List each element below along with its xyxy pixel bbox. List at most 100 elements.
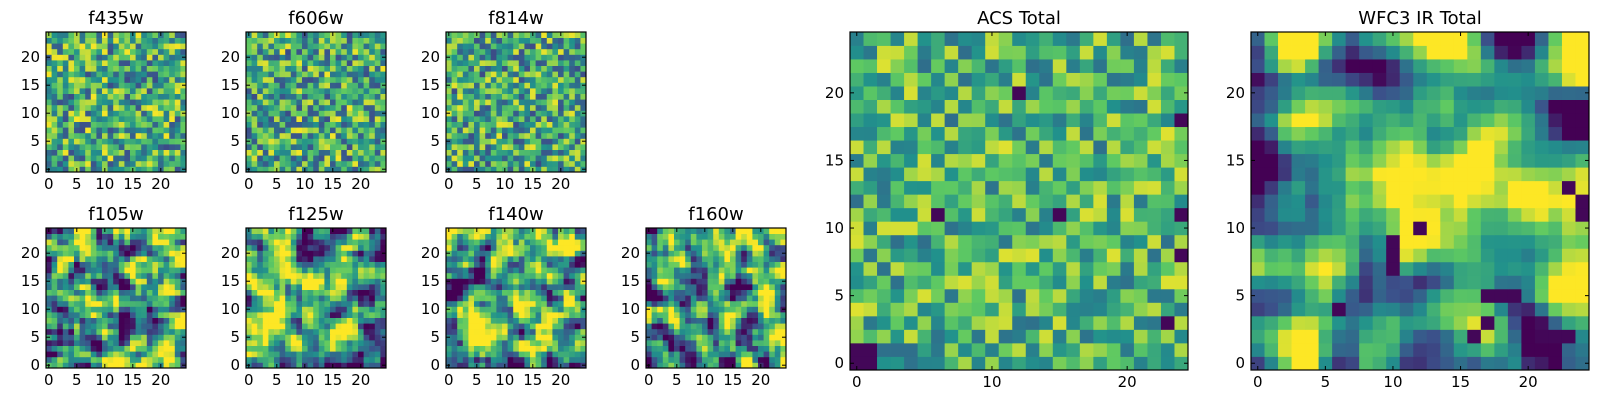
heatmap-cell — [558, 244, 564, 251]
heatmap-cell — [62, 88, 69, 94]
heatmap-cell — [741, 351, 748, 358]
heatmap-cell — [51, 99, 58, 106]
heatmap-cell — [135, 32, 142, 38]
heatmap-cell — [518, 166, 525, 173]
heatmap-cell — [546, 93, 553, 100]
heatmap-cell — [468, 132, 475, 139]
heatmap-cell — [735, 312, 742, 318]
heatmap-cell — [541, 362, 548, 369]
heatmap-cell — [124, 345, 131, 352]
heatmap-cell — [485, 54, 492, 61]
heatmap-cell — [696, 306, 703, 313]
heatmap-cell — [380, 88, 387, 94]
heatmap-cell — [180, 284, 187, 290]
heatmap-cell — [580, 267, 587, 274]
heatmap-cell — [169, 256, 176, 262]
heatmap-cell — [763, 261, 770, 268]
heatmap-cell — [552, 116, 559, 122]
y-tick-label: 20 — [421, 244, 440, 262]
heatmap-cell — [268, 43, 275, 50]
heatmap-cell — [462, 155, 469, 162]
heatmap-cell — [546, 250, 553, 257]
heatmap-cell — [374, 239, 381, 246]
heatmap-cell — [496, 155, 503, 162]
heatmap-cell — [485, 43, 492, 50]
heatmap-cell — [363, 272, 370, 279]
heatmap-cell — [479, 233, 486, 240]
heatmap-cell — [479, 261, 486, 268]
heatmap-cell — [1012, 167, 1027, 182]
heatmap-cell — [524, 272, 531, 279]
heatmap-cell — [524, 345, 531, 352]
heatmap-cell — [685, 362, 692, 369]
heatmap-cell — [246, 312, 252, 318]
heatmap-cell — [718, 272, 725, 279]
heatmap-cell — [335, 110, 342, 117]
heatmap-cell — [1106, 315, 1121, 330]
heatmap-cell — [51, 54, 58, 61]
heatmap-cell — [174, 155, 181, 162]
heatmap-cell — [124, 155, 131, 162]
heatmap-cell — [580, 300, 587, 307]
heatmap-cell — [518, 132, 525, 139]
heatmap-cell — [462, 132, 469, 139]
heatmap-cell — [690, 345, 697, 352]
heatmap-cell — [917, 248, 932, 263]
heatmap-cell — [541, 155, 548, 162]
heatmap-cell — [79, 110, 86, 117]
heatmap-cell — [90, 138, 97, 145]
heatmap-cell — [74, 155, 80, 162]
heatmap-cell — [313, 138, 320, 145]
heatmap-cell — [496, 312, 503, 318]
heatmap-cell — [341, 256, 348, 262]
heatmap-cell — [163, 127, 170, 134]
heatmap-cell — [318, 82, 325, 89]
heatmap-cell — [62, 228, 69, 234]
heatmap-cell — [668, 250, 675, 257]
heatmap-cell — [268, 32, 275, 38]
heatmap-cell — [485, 345, 492, 352]
heatmap-cell — [446, 340, 452, 346]
heatmap-cell — [569, 239, 576, 246]
heatmap-cell — [118, 239, 125, 246]
heatmap-cell — [268, 306, 275, 313]
heatmap-cell — [79, 82, 86, 89]
heatmap-cell — [285, 356, 292, 363]
heatmap-cell — [662, 362, 669, 369]
heatmap-cell — [302, 76, 308, 83]
heatmap-cell — [318, 340, 325, 346]
heatmap-cell — [563, 340, 570, 346]
heatmap-cell — [290, 127, 297, 134]
heatmap-cell — [1147, 167, 1162, 182]
heatmap-cell — [535, 323, 542, 330]
heatmap-cell — [707, 351, 714, 358]
heatmap-cell — [85, 160, 92, 167]
heatmap-cell — [474, 65, 480, 72]
heatmap-cell — [457, 132, 464, 139]
heatmap-cell — [569, 99, 576, 106]
heatmap-cell — [130, 334, 136, 341]
x-tick-label: 5 — [272, 175, 282, 193]
heatmap-cell — [769, 317, 776, 324]
heatmap-cell — [180, 239, 187, 246]
heatmap-cell — [569, 300, 576, 307]
heatmap-cell — [279, 82, 286, 89]
heatmap-cell — [485, 132, 492, 139]
x-tick-label: 0 — [244, 371, 254, 389]
heatmap-cell — [741, 306, 748, 313]
heatmap-cell — [541, 306, 548, 313]
heatmap-cell — [662, 300, 669, 307]
heatmap-cell — [769, 295, 776, 302]
panel-title: f105w — [88, 204, 143, 225]
heatmap-cell — [313, 76, 320, 83]
heatmap-cell — [530, 65, 536, 72]
heatmap-cell — [985, 342, 1000, 357]
heatmap-cell — [358, 127, 364, 134]
heatmap-cell — [146, 116, 153, 122]
heatmap-cell — [877, 342, 891, 357]
heatmap-cell — [313, 312, 320, 318]
heatmap-cell — [152, 295, 159, 302]
heatmap-cell — [541, 43, 548, 50]
axes-frame — [245, 227, 387, 369]
heatmap-cell — [485, 233, 492, 240]
